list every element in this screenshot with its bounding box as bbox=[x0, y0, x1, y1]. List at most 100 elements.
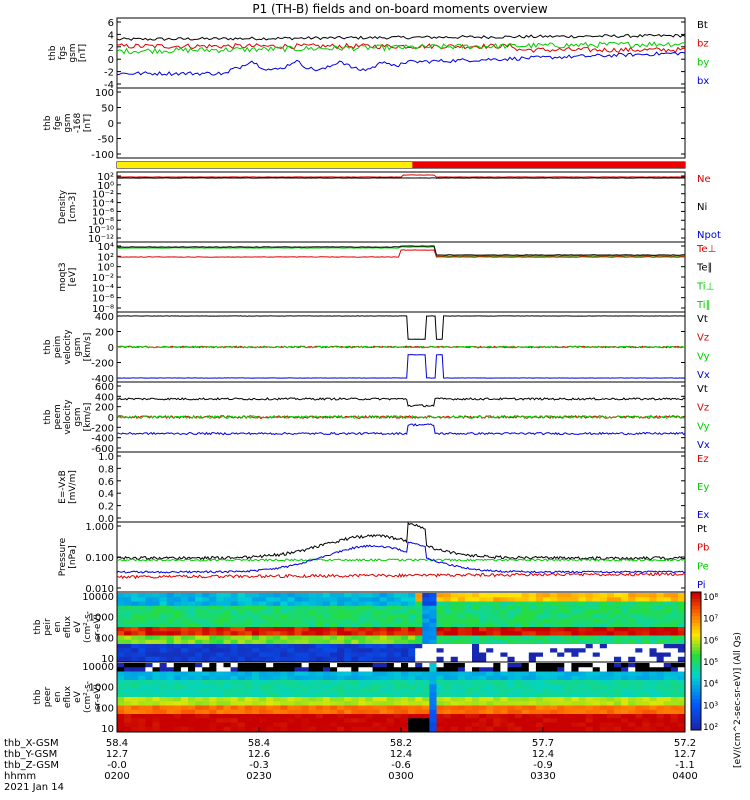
spectrogram-cell bbox=[535, 692, 544, 698]
spectrogram-cell bbox=[117, 714, 125, 719]
spectrogram-cell bbox=[599, 705, 608, 711]
spectrogram-cell bbox=[131, 718, 139, 723]
spectrogram-cell bbox=[621, 635, 629, 641]
spectrogram-cell bbox=[223, 697, 232, 702]
spectrogram-cell bbox=[173, 675, 182, 681]
spectrogram-cell bbox=[642, 692, 650, 698]
spectrogram-cell bbox=[656, 718, 665, 723]
spectrogram-cell bbox=[209, 697, 217, 702]
spectrogram-cell bbox=[450, 684, 459, 689]
x-tick-value: 12.4 bbox=[390, 749, 412, 760]
y-axis-label: peim bbox=[53, 336, 63, 359]
spectrogram-cell bbox=[244, 688, 253, 694]
spectrogram-cell bbox=[464, 663, 473, 668]
spectrogram-cell bbox=[273, 648, 281, 653]
spectrogram-cell bbox=[585, 726, 594, 732]
spectrogram-cell bbox=[528, 705, 537, 711]
spectrogram-cell bbox=[351, 692, 359, 698]
spectrogram-cell bbox=[337, 697, 345, 702]
spectrogram-cell bbox=[649, 722, 658, 728]
spectrogram-cell bbox=[656, 652, 665, 658]
spectrogram-cell bbox=[287, 697, 295, 702]
spectrogram-cell bbox=[337, 667, 345, 672]
spectrogram-cell bbox=[585, 605, 594, 611]
spectrogram-cell bbox=[550, 705, 558, 711]
spectrogram-cell bbox=[564, 597, 572, 602]
spectrogram-cell bbox=[195, 697, 203, 702]
spectrogram-cell bbox=[621, 656, 629, 662]
spectrogram-cell bbox=[337, 675, 345, 681]
spectrogram-cell bbox=[124, 726, 132, 732]
legend-entry-Ex: Ex bbox=[697, 510, 709, 521]
spectrogram-cell bbox=[188, 648, 196, 653]
spectrogram-cell bbox=[614, 709, 622, 715]
spectrogram-cell bbox=[571, 692, 579, 698]
spectrogram-cell bbox=[500, 714, 508, 719]
spectrogram-cell bbox=[209, 675, 217, 681]
spectrogram-cell bbox=[237, 697, 246, 702]
spectrogram-cell bbox=[614, 656, 622, 662]
spectrogram-cell bbox=[159, 718, 168, 723]
spectrogram-cell bbox=[180, 684, 189, 689]
spectrogram-cell bbox=[535, 601, 544, 607]
spectrogram-cell bbox=[266, 675, 274, 681]
spectrogram-cell bbox=[628, 688, 636, 694]
spectrogram-cell bbox=[315, 656, 324, 662]
spectrogram-cell bbox=[535, 671, 544, 677]
spectrogram-cell bbox=[117, 605, 125, 611]
spectrogram-cell bbox=[514, 714, 523, 719]
y-axis-label: gsm bbox=[68, 43, 78, 62]
spectrogram-cell bbox=[259, 605, 267, 611]
spectrogram-cell bbox=[564, 614, 572, 619]
spectrogram-cell bbox=[479, 684, 487, 689]
spectrogram-cell bbox=[337, 597, 345, 602]
spectrogram-cell bbox=[493, 605, 501, 611]
spectrogram-cell bbox=[557, 663, 565, 668]
electron-spectrogram bbox=[117, 663, 686, 732]
spectrogram-cell bbox=[528, 605, 537, 611]
spectrogram-cell bbox=[372, 631, 381, 636]
spectrogram-cell bbox=[386, 631, 395, 636]
spectrogram-cell bbox=[592, 675, 601, 681]
spectrogram-cell bbox=[315, 688, 324, 694]
spectrogram-cell bbox=[138, 656, 146, 662]
spectrogram-cell bbox=[337, 639, 345, 645]
spectrogram-cell bbox=[408, 639, 416, 645]
spectrogram-cell bbox=[152, 631, 161, 636]
spectrogram-cell bbox=[202, 652, 210, 658]
colorbar-segment bbox=[691, 667, 701, 672]
spectrogram-cell bbox=[514, 593, 523, 598]
spectrogram-cell bbox=[422, 675, 430, 681]
spectrogram-cell bbox=[557, 601, 565, 607]
spectrogram-cell bbox=[642, 705, 650, 711]
spectrogram-cell bbox=[244, 675, 253, 681]
spectrogram-cell bbox=[379, 644, 388, 649]
spectrogram-cell bbox=[180, 718, 189, 723]
spectrogram-cell bbox=[124, 627, 132, 632]
spectrogram-cell bbox=[223, 663, 232, 668]
spectrogram-cell bbox=[472, 663, 480, 668]
spectrogram-cell bbox=[337, 622, 345, 628]
spectrogram-cell bbox=[372, 605, 381, 611]
spectrogram-cell bbox=[351, 656, 359, 662]
spectrogram-cell bbox=[294, 635, 303, 641]
spectrogram-cell bbox=[514, 671, 523, 677]
spectrogram-cell bbox=[450, 709, 459, 715]
spectrogram-cell bbox=[330, 593, 338, 598]
spectrogram-cell bbox=[251, 614, 260, 619]
spectrogram-cell bbox=[365, 597, 374, 602]
spectrogram-cell bbox=[528, 656, 537, 662]
spectrogram-cell bbox=[635, 622, 643, 628]
spectrogram-cell bbox=[521, 605, 530, 611]
spectrogram-cell bbox=[500, 618, 508, 624]
spectrogram-cell bbox=[166, 697, 175, 702]
spectrogram-cell bbox=[628, 705, 636, 711]
spectrogram-cell bbox=[188, 627, 196, 632]
spectrogram-cell bbox=[223, 671, 232, 677]
spectrogram-cell bbox=[259, 593, 267, 598]
y-axis-label: thb bbox=[33, 689, 43, 704]
colorbar-segment bbox=[691, 609, 701, 614]
spectrogram-cell bbox=[273, 644, 281, 649]
spectrogram-cell bbox=[152, 688, 161, 694]
spectrogram-cell bbox=[479, 714, 487, 719]
